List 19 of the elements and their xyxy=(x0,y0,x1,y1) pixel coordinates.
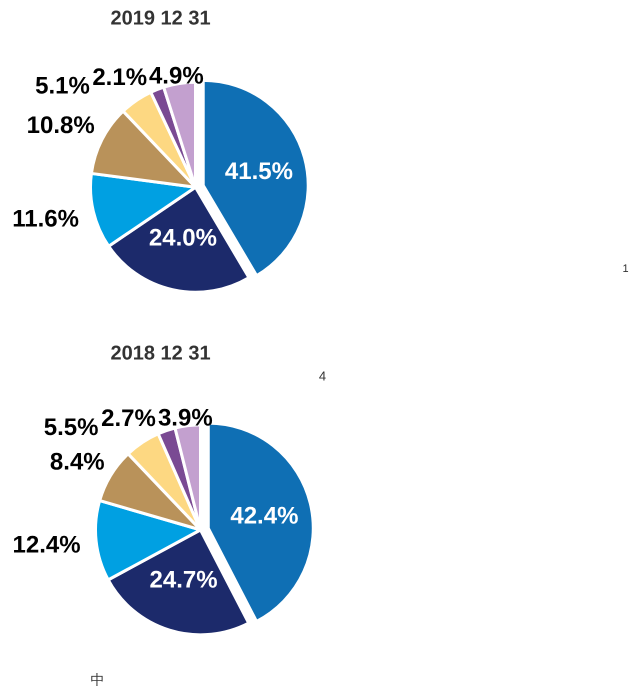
data-label: 4.9% xyxy=(148,62,204,90)
data-label: 2.1% xyxy=(92,64,148,92)
chart-title: 2019 12 31 xyxy=(110,8,211,30)
data-label: 8.4% xyxy=(50,448,105,476)
chart-title: 2018 12 31 xyxy=(110,342,211,364)
data-label: 41.5% xyxy=(224,158,293,186)
data-label: 3.9% xyxy=(158,404,213,432)
text: 1 xyxy=(622,263,629,276)
data-label: 24.0% xyxy=(148,224,217,252)
data-label: 2.7% xyxy=(101,405,156,432)
data-label: 5.5% xyxy=(44,414,98,441)
data-label: 5.1% xyxy=(35,72,90,100)
data-label: 24.7% xyxy=(149,566,218,594)
data-label: 12.4% xyxy=(12,531,81,558)
data-label: 42.4% xyxy=(230,502,298,530)
data-label: 10.8% xyxy=(26,112,95,140)
data-label: 11.6% xyxy=(12,206,79,233)
text: 中 xyxy=(90,671,104,688)
text: 4 xyxy=(318,368,326,384)
